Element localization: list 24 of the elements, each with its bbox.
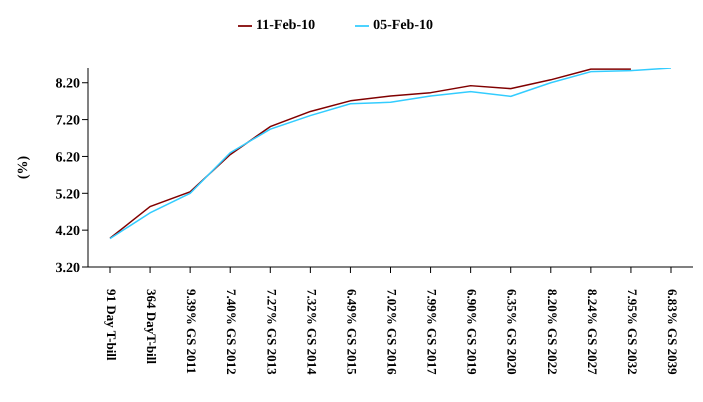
x-tick-label: 7.27% GS 2013 (264, 289, 280, 376)
legend-label: 05-Feb-10 (373, 18, 433, 33)
y-tick-label: 3.20 (56, 260, 80, 276)
y-tick-label: 8.20 (56, 76, 80, 92)
x-tick-label: 7.40% GS 2012 (224, 289, 240, 375)
x-tick-label: 8.20% GS 2022 (544, 289, 560, 375)
y-tick-label: 4.20 (56, 224, 80, 240)
y-tick-label: 7.20 (56, 114, 80, 129)
x-tick-label: 9.39% GS 2011 (184, 289, 200, 374)
x-tick-label: 6.90% GS 2019 (464, 289, 480, 376)
y-axis-title: (%) (16, 156, 31, 180)
x-tick-label: 6.35% GS 2020 (504, 289, 520, 375)
x-tick-label: 7.95% GS 2032 (624, 289, 640, 375)
x-tick-label: 6.49% GS 2015 (344, 289, 360, 376)
x-tick-label: 364 DayT-bill (144, 289, 160, 364)
x-tick-label: 7.02% GS 2016 (384, 289, 400, 376)
y-tick-label: 5.20 (56, 187, 80, 202)
y-tick-label: 6.20 (56, 150, 80, 166)
x-tick-label: 8.24% GS 2027 (584, 289, 600, 376)
x-tick-label: 91 Day T-bill (104, 289, 120, 361)
x-tick-label: 7.32% GS 2014 (304, 289, 320, 376)
x-tick-label: 7.99% GS 2017 (424, 289, 440, 376)
x-tick-label: 6.83% GS 2039 (665, 289, 680, 376)
legend-label: 11-Feb-10 (256, 18, 316, 33)
